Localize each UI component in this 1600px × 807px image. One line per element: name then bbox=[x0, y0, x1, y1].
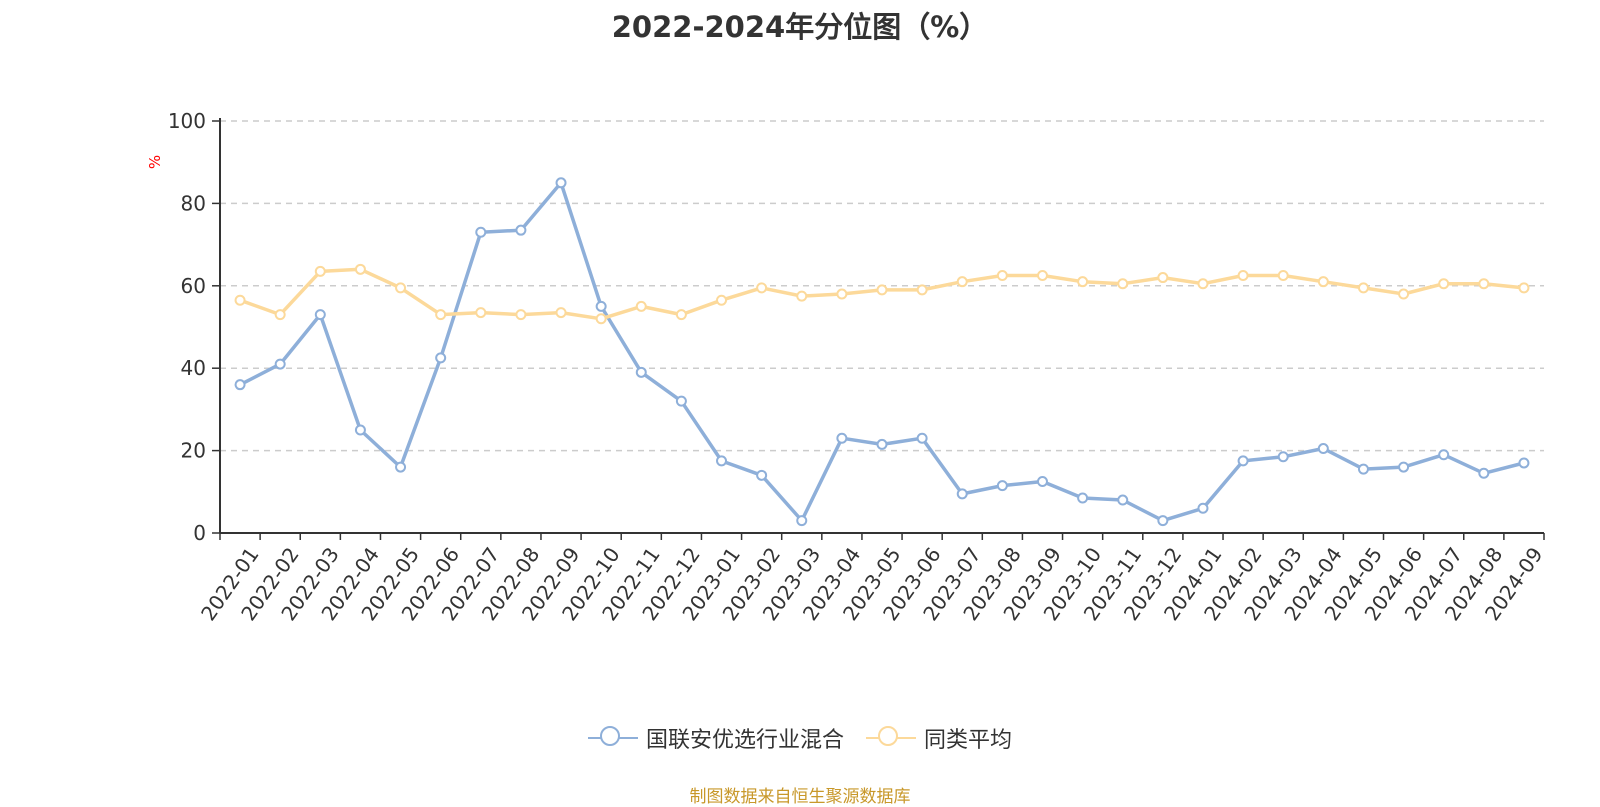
point-series-1-2022-11 bbox=[635, 366, 647, 378]
point-series-1-2022-08 bbox=[515, 224, 527, 236]
point-series-1-2022-03 bbox=[314, 309, 326, 321]
point-series-2-2023-08 bbox=[996, 270, 1008, 281]
point-series-2-2022-12 bbox=[675, 309, 687, 321]
point-series-1-2023-08 bbox=[996, 480, 1008, 492]
point-series-2-2022-01 bbox=[234, 294, 246, 306]
point-series-1-2024-08 bbox=[1478, 467, 1490, 479]
point-series-2-2023-07 bbox=[956, 276, 968, 288]
point-series-1-2024-02 bbox=[1237, 455, 1249, 467]
legend-item-series-2[interactable]: 同类平均 bbox=[866, 722, 1012, 754]
axes: 0204060801002022-012022-022022-032022-04… bbox=[168, 109, 1548, 625]
point-series-2-2023-03 bbox=[796, 290, 808, 302]
legend-label-series-1: 国联安优选行业混合 bbox=[645, 728, 844, 753]
series-points bbox=[234, 177, 1530, 527]
point-series-1-2024-06 bbox=[1398, 461, 1410, 473]
y-tick-label-0: 0 bbox=[193, 521, 206, 545]
point-series-1-2024-05 bbox=[1357, 463, 1369, 475]
point-series-1-2023-07 bbox=[956, 488, 968, 500]
y-tick-label-80: 80 bbox=[181, 191, 206, 215]
point-series-1-2023-06 bbox=[916, 432, 928, 444]
series-line-1 bbox=[239, 181, 1525, 523]
point-series-1-2023-09 bbox=[1036, 476, 1048, 487]
point-series-1-2023-10 bbox=[1077, 492, 1089, 504]
y-tick-label-40: 40 bbox=[181, 356, 206, 380]
point-series-1-2023-03 bbox=[796, 515, 808, 527]
legend: 国联安优选行业混合 同类平均 bbox=[0, 722, 1600, 754]
point-series-2-2023-12 bbox=[1157, 272, 1169, 284]
point-series-2-2022-10 bbox=[595, 313, 607, 325]
point-series-2-2023-09 bbox=[1036, 270, 1048, 281]
point-series-1-2023-12 bbox=[1157, 515, 1169, 527]
point-series-1-2022-06 bbox=[435, 352, 447, 364]
point-series-2-2022-03 bbox=[314, 265, 326, 277]
y-tick-label-100: 100 bbox=[168, 109, 206, 133]
source-note: 制图数据来自恒生聚源数据库 bbox=[689, 787, 911, 807]
point-series-1-2022-05 bbox=[395, 461, 407, 473]
point-series-1-2024-09 bbox=[1518, 457, 1530, 469]
point-series-1-2022-10 bbox=[595, 300, 607, 312]
legend-swatch-series-2 bbox=[866, 726, 916, 750]
point-series-2-2024-08 bbox=[1478, 278, 1490, 290]
point-series-2-2023-02 bbox=[756, 282, 768, 294]
point-series-2-2024-02 bbox=[1237, 270, 1249, 281]
y-axis-unit-label: % bbox=[146, 155, 164, 169]
point-series-2-2022-09 bbox=[555, 307, 567, 319]
point-series-2-2022-02 bbox=[274, 309, 286, 321]
point-series-1-2022-04 bbox=[354, 424, 366, 436]
y-tick-label-20: 20 bbox=[181, 439, 206, 463]
point-series-2-2022-08 bbox=[515, 309, 527, 321]
point-series-1-2023-02 bbox=[756, 469, 768, 481]
point-series-2-2023-01 bbox=[716, 294, 728, 306]
point-series-2-2022-04 bbox=[354, 263, 366, 275]
series-lines bbox=[239, 181, 1525, 523]
point-series-2-2024-07 bbox=[1438, 278, 1450, 290]
point-series-1-2022-12 bbox=[675, 395, 687, 407]
point-series-2-2022-05 bbox=[395, 282, 407, 294]
point-series-2-2024-01 bbox=[1197, 278, 1209, 290]
point-series-2-2023-04 bbox=[836, 288, 848, 300]
point-series-2-2023-11 bbox=[1117, 278, 1129, 290]
point-series-1-2022-02 bbox=[274, 358, 286, 370]
point-series-1-2022-01 bbox=[234, 379, 246, 391]
point-series-2-2022-07 bbox=[475, 307, 487, 319]
point-series-2-2024-03 bbox=[1277, 270, 1289, 281]
point-series-1-2024-04 bbox=[1317, 443, 1329, 455]
point-series-1-2023-01 bbox=[716, 455, 728, 467]
point-series-2-2024-06 bbox=[1398, 288, 1410, 300]
point-series-1-2024-07 bbox=[1438, 449, 1450, 461]
chart-title: 2022-2024年分位图（%） bbox=[611, 10, 989, 44]
point-series-2-2023-10 bbox=[1077, 276, 1089, 288]
legend-item-series-1[interactable]: 国联安优选行业混合 bbox=[587, 722, 844, 754]
legend-swatch-series-1 bbox=[587, 726, 638, 750]
point-series-1-2022-09 bbox=[555, 177, 567, 189]
point-series-1-2024-01 bbox=[1197, 502, 1209, 514]
point-series-1-2023-11 bbox=[1117, 494, 1129, 506]
point-series-2-2023-05 bbox=[876, 284, 888, 296]
point-series-2-2022-11 bbox=[635, 300, 647, 312]
point-series-2-2023-06 bbox=[916, 284, 928, 296]
y-tick-label-60: 60 bbox=[181, 274, 206, 298]
point-series-1-2022-07 bbox=[475, 226, 487, 238]
point-series-2-2024-04 bbox=[1317, 276, 1329, 288]
point-series-2-2024-09 bbox=[1518, 282, 1530, 294]
point-series-1-2023-04 bbox=[836, 432, 848, 444]
legend-label-series-2: 同类平均 bbox=[924, 728, 1013, 753]
point-series-1-2023-05 bbox=[876, 438, 888, 450]
point-series-1-2024-03 bbox=[1277, 451, 1289, 463]
point-series-2-2022-06 bbox=[435, 309, 447, 321]
point-series-2-2024-05 bbox=[1357, 282, 1369, 294]
